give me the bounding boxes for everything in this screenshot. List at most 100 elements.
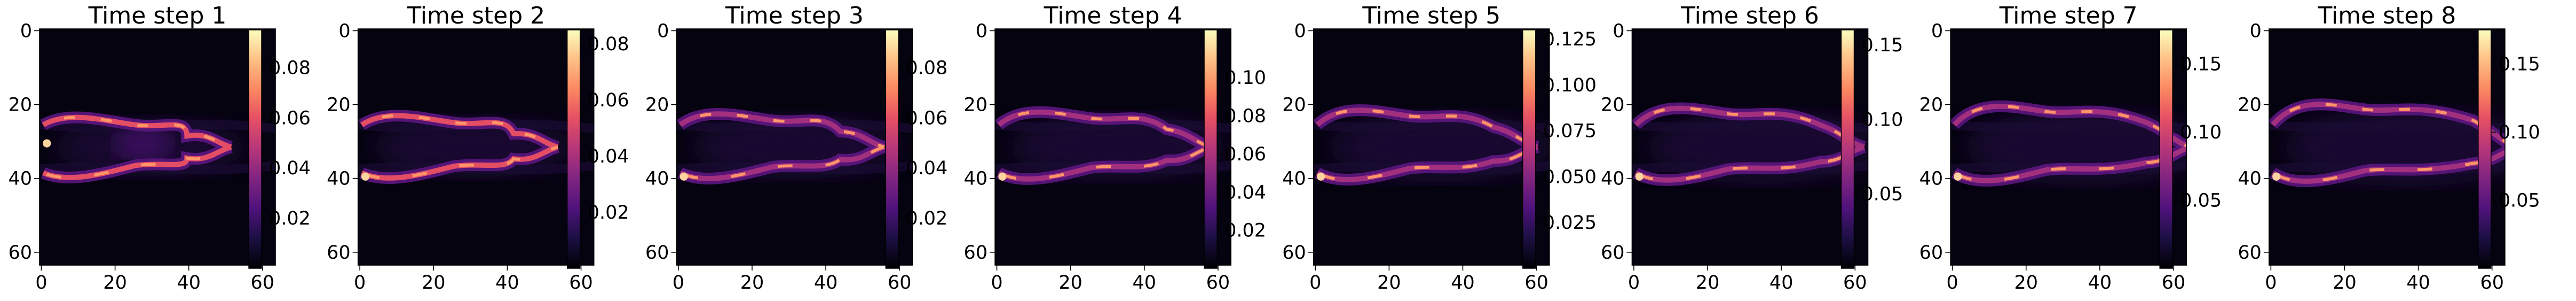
axes-frame — [1631, 28, 1869, 266]
plume-upper-edge — [2271, 102, 2505, 145]
colorbar-tick-label: 0.06 — [1224, 144, 1266, 165]
plume-lower-edge — [679, 144, 886, 181]
panel-time-step-4: Time step 40 20 40 6002040600.020.040.060.0… — [964, 2, 1266, 294]
x-tick-label: 40 — [495, 272, 519, 294]
x-tick-label: 40 — [814, 272, 838, 294]
colorbar-tick-label: 0.05 — [2180, 190, 2222, 212]
y-tick-label: 20 — [645, 95, 669, 116]
axes-frame — [1950, 28, 2187, 266]
plume-hotspot — [1316, 145, 1538, 181]
plume-lower-edge — [2271, 149, 2505, 184]
plume-layer — [358, 110, 594, 184]
panel-time-step-1: Time step 10 20 40 6002040600.020.040.060.0… — [8, 2, 310, 294]
colorbar-tick-label: 0.08 — [269, 57, 311, 79]
colorbar-tick-label: 0.02 — [1224, 220, 1266, 242]
y-tick-label: 20 — [1601, 95, 1625, 116]
y-tick-label: 0 — [1613, 20, 1624, 42]
colorbar-tick-label: 0.025 — [1543, 212, 1597, 234]
inlet-peak — [998, 172, 1007, 181]
inlet-peak — [361, 172, 370, 181]
x-tick-label: 0 — [35, 272, 47, 294]
x-tick-label: 40 — [1133, 272, 1157, 294]
colorbar-tick-label: 0.100 — [1543, 75, 1597, 96]
inlet-peak — [43, 139, 51, 148]
y-tick-label: 20 — [2238, 95, 2262, 116]
colorbar — [248, 29, 262, 269]
colorbar — [885, 29, 899, 269]
y-tick-label: 0 — [1294, 20, 1306, 42]
y-tick-label: 0 — [657, 20, 669, 42]
y-tick-label: 0 — [20, 20, 32, 42]
colorbar-tick-label: 0.04 — [906, 158, 947, 179]
panel-title: Time step 8 — [2317, 2, 2456, 29]
y-tick-label: 60 — [645, 242, 669, 264]
inlet-peak — [679, 172, 688, 181]
panel-title: Time step 3 — [725, 2, 864, 29]
y-tick-label: 60 — [8, 242, 32, 264]
x-tick-label: 40 — [1451, 272, 1475, 294]
plume-hotspot — [42, 115, 232, 149]
colorbar-tick-label: 0.05 — [1862, 184, 1903, 205]
background-streak — [1313, 119, 1550, 134]
x-tick-label: 40 — [1769, 272, 1793, 294]
axes-frame — [676, 28, 913, 266]
y-tick-label: 40 — [8, 168, 32, 190]
y-tick-label: 20 — [327, 95, 351, 116]
colorbar-tick-label: 0.08 — [588, 34, 629, 55]
axes-frame — [1313, 28, 1550, 266]
panel-time-step-3: Time step 30 20 40 6002040600.020.040.060.0… — [645, 2, 947, 294]
panel-title: Time step 4 — [1044, 2, 1182, 29]
colorbar-tick-label: 0.04 — [269, 158, 311, 179]
panel-time-step-2: Time step 20 20 40 6002040600.020.040.060.0… — [327, 2, 629, 294]
heatmap-field — [2269, 98, 2505, 188]
y-tick-label: 40 — [1282, 168, 1306, 190]
background-streak — [995, 119, 1231, 134]
plume-lower-edge — [42, 144, 232, 180]
x-tick-label: 60 — [2162, 272, 2186, 294]
plume-upper-edge — [997, 109, 1212, 150]
heatmap-field — [1632, 102, 1868, 187]
axes-frame — [2269, 28, 2506, 266]
y-tick-label: 40 — [327, 168, 351, 190]
colorbar-tick-label: 0.10 — [1862, 109, 1903, 130]
y-tick-label: 60 — [2238, 242, 2262, 264]
axes-frame — [39, 28, 276, 266]
colorbar-tick-label: 0.050 — [1543, 166, 1597, 188]
colorbar — [1522, 29, 1536, 269]
colorbar-tick-label: 0.08 — [906, 57, 947, 79]
inlet-peak — [2272, 172, 2281, 181]
plume-hotspot — [1635, 145, 1865, 182]
colorbar-tick-label: 0.06 — [588, 90, 629, 111]
plume-layer — [995, 106, 1231, 185]
colorbar-tick-label: 0.02 — [269, 208, 311, 229]
x-tick-label: 0 — [1947, 272, 1958, 294]
x-tick-label: 20 — [1058, 272, 1082, 294]
y-tick-label: 60 — [327, 242, 351, 264]
y-tick-label: 20 — [8, 95, 32, 116]
plume-layer — [2269, 98, 2505, 188]
y-tick-label: 60 — [964, 242, 988, 264]
colorbar-tick-label: 0.15 — [2499, 54, 2540, 75]
y-tick-label: 0 — [2250, 20, 2262, 42]
y-tick-label: 60 — [1282, 242, 1306, 264]
colorbar-tick-label: 0.15 — [2180, 54, 2222, 75]
y-tick-label: 40 — [1919, 168, 1943, 190]
inlet-peak — [1954, 172, 1962, 181]
y-tick-label: 0 — [338, 20, 350, 42]
plume-hotspot — [1634, 106, 1865, 149]
x-tick-label: 60 — [888, 272, 912, 294]
x-tick-label: 60 — [251, 272, 275, 294]
plume-lower-edge — [997, 144, 1212, 182]
x-tick-label: 60 — [1843, 272, 1867, 294]
x-tick-label: 60 — [1206, 272, 1230, 294]
y-tick-label: 20 — [1919, 95, 1943, 116]
y-tick-label: 20 — [964, 95, 988, 116]
colorbar-tick-label: 0.04 — [588, 146, 629, 167]
plume-lower-edge — [360, 144, 559, 181]
heatmap-field — [995, 106, 1231, 185]
y-tick-label: 0 — [976, 20, 987, 42]
colorbar-tick-label: 0.10 — [1224, 67, 1266, 89]
x-tick-label: 0 — [1309, 272, 1321, 294]
